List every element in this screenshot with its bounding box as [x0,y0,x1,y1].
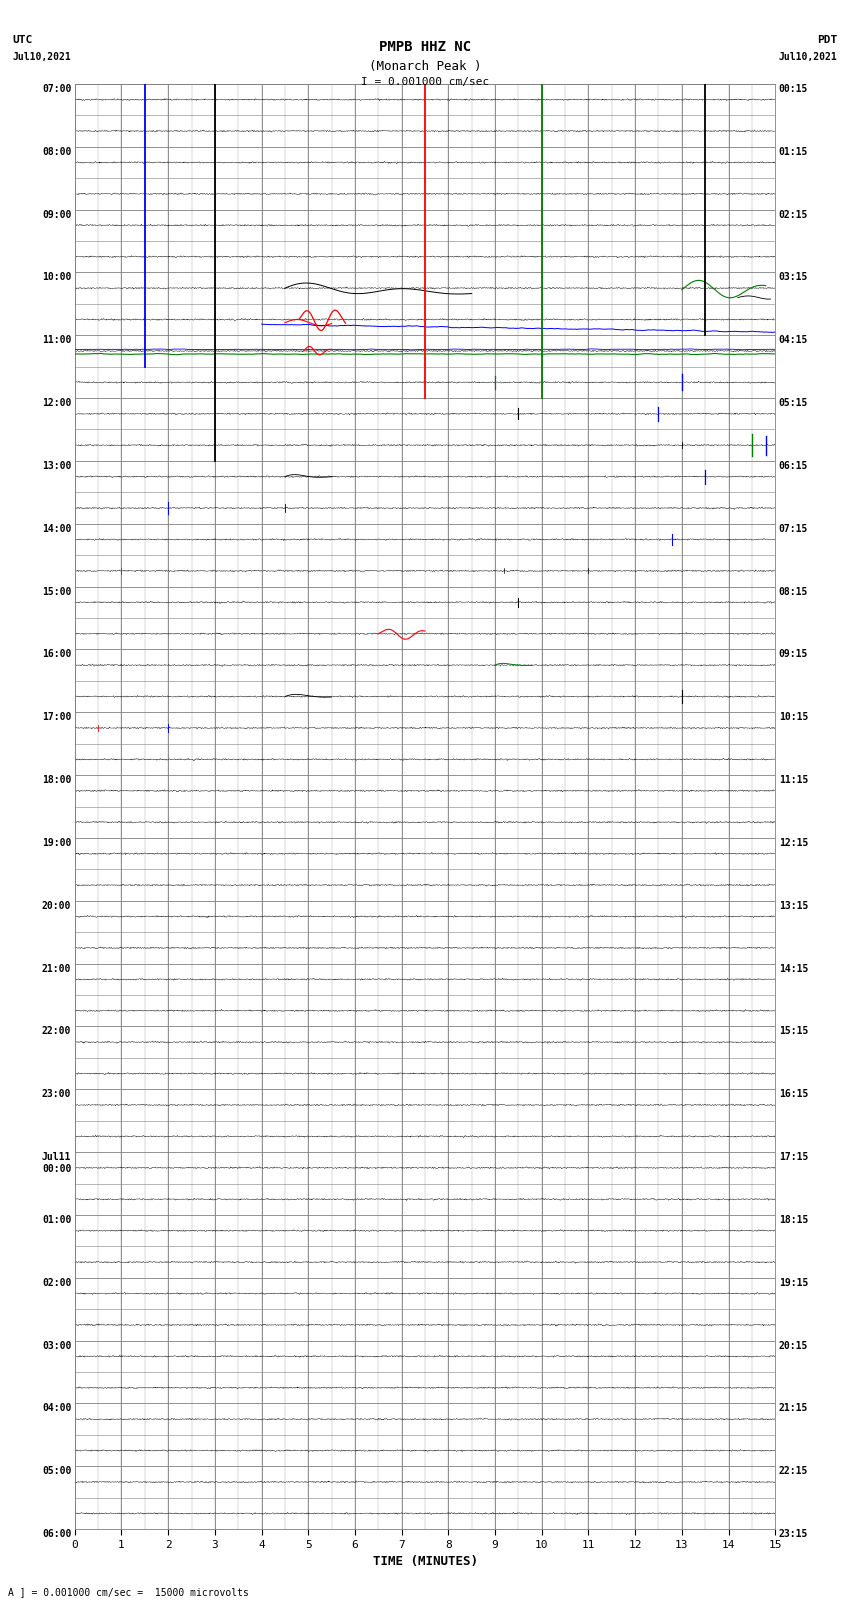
Text: UTC: UTC [13,35,33,45]
Text: 08:00: 08:00 [42,147,71,156]
Text: I = 0.001000 cm/sec: I = 0.001000 cm/sec [361,77,489,87]
Text: 00:15: 00:15 [779,84,808,94]
Text: 02:15: 02:15 [779,210,808,219]
Text: 21:15: 21:15 [779,1403,808,1413]
Text: 19:00: 19:00 [42,837,71,848]
Text: 01:15: 01:15 [779,147,808,156]
Text: 14:00: 14:00 [42,524,71,534]
Text: 04:15: 04:15 [779,336,808,345]
Text: 08:15: 08:15 [779,587,808,597]
Text: 15:00: 15:00 [42,587,71,597]
Text: 18:15: 18:15 [779,1215,808,1224]
Text: 11:00: 11:00 [42,336,71,345]
Text: 02:00: 02:00 [42,1277,71,1287]
Text: 10:15: 10:15 [779,713,808,723]
X-axis label: TIME (MINUTES): TIME (MINUTES) [372,1555,478,1568]
Text: PMPB HHZ NC: PMPB HHZ NC [379,40,471,55]
Text: 01:00: 01:00 [42,1215,71,1224]
Text: 17:15: 17:15 [779,1152,808,1161]
Text: 12:15: 12:15 [779,837,808,848]
Text: 07:15: 07:15 [779,524,808,534]
Text: 05:15: 05:15 [779,398,808,408]
Text: 09:00: 09:00 [42,210,71,219]
Text: 04:00: 04:00 [42,1403,71,1413]
Text: 07:00: 07:00 [42,84,71,94]
Text: 18:00: 18:00 [42,776,71,786]
Text: 17:00: 17:00 [42,713,71,723]
Text: 23:15: 23:15 [779,1529,808,1539]
Text: Jul11
00:00: Jul11 00:00 [42,1152,71,1174]
Text: Jul10,2021: Jul10,2021 [13,52,71,61]
Text: 05:00: 05:00 [42,1466,71,1476]
Text: (Monarch Peak ): (Monarch Peak ) [369,60,481,73]
Text: 13:15: 13:15 [779,900,808,911]
Text: Jul10,2021: Jul10,2021 [779,52,837,61]
Text: 11:15: 11:15 [779,776,808,786]
Text: 06:00: 06:00 [42,1529,71,1539]
Text: 15:15: 15:15 [779,1026,808,1037]
Text: A ] = 0.001000 cm/sec =  15000 microvolts: A ] = 0.001000 cm/sec = 15000 microvolts [8,1587,249,1597]
Text: PDT: PDT [817,35,837,45]
Text: 14:15: 14:15 [779,963,808,974]
Text: 10:00: 10:00 [42,273,71,282]
Text: 09:15: 09:15 [779,650,808,660]
Text: 22:00: 22:00 [42,1026,71,1037]
Text: 19:15: 19:15 [779,1277,808,1287]
Text: 13:00: 13:00 [42,461,71,471]
Text: 20:15: 20:15 [779,1340,808,1350]
Text: 21:00: 21:00 [42,963,71,974]
Text: 03:15: 03:15 [779,273,808,282]
Text: 16:15: 16:15 [779,1089,808,1100]
Text: 12:00: 12:00 [42,398,71,408]
Text: 03:00: 03:00 [42,1340,71,1350]
Text: 23:00: 23:00 [42,1089,71,1100]
Text: 22:15: 22:15 [779,1466,808,1476]
Text: 20:00: 20:00 [42,900,71,911]
Text: 16:00: 16:00 [42,650,71,660]
Text: 06:15: 06:15 [779,461,808,471]
